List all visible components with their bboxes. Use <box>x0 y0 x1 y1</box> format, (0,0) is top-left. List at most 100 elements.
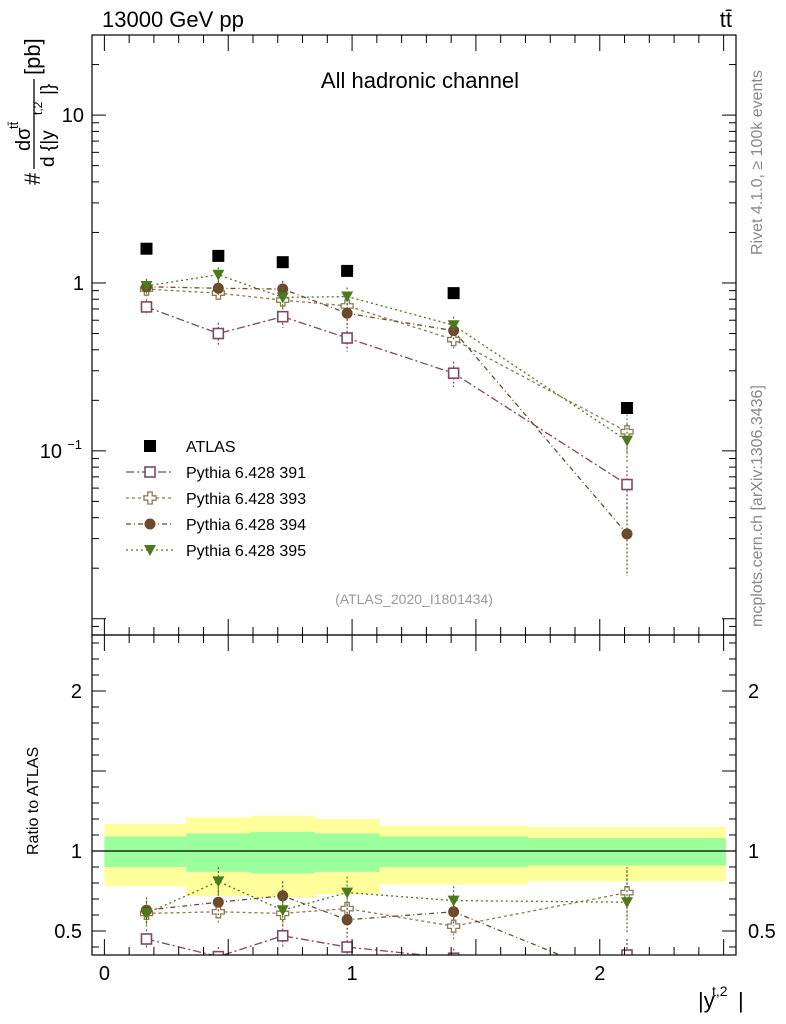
legend: ATLAS Pythia 6.428 391 Pythia 6.428 393 Pyt… <box>126 439 306 560</box>
ratio-line-2 <box>146 895 562 955</box>
ratio-0-point-0 <box>140 933 153 945</box>
ratio-3-point-0 <box>140 908 153 920</box>
main-ytick-label-2: 10 <box>40 441 62 463</box>
ratio-ytick-label-right-1: 1 <box>748 841 759 863</box>
series-4-point-5 <box>621 435 634 447</box>
ratio-0-point-3 <box>341 941 353 953</box>
ylabel-prefix: # <box>20 172 45 185</box>
channel-label: All hadronic channel <box>321 68 519 93</box>
ratio-3-point-1 <box>212 876 225 888</box>
series-0-point-4 <box>447 287 460 300</box>
xlabel-main: |y <box>698 988 715 1013</box>
ratio-2-point-1 <box>212 896 224 908</box>
xtick-label-0: 0 <box>99 963 110 985</box>
ratio-panel-data <box>92 850 736 988</box>
series-line-1 <box>146 306 628 486</box>
series-4-point-4 <box>447 320 460 332</box>
series-0-point-2 <box>276 256 289 269</box>
ratio-1-point-1 <box>211 905 225 919</box>
main-ytick-label-sup-2: −1 <box>67 437 82 452</box>
energy-label: 13000 GeV pp <box>102 7 244 32</box>
ratio-0-point-4 <box>447 952 460 955</box>
legend-label-4: Pythia 6.428 395 <box>186 543 306 560</box>
axes: 10 1 10 −1 0.5 0.5 1 1 2 2 0 1 2 <box>40 34 776 985</box>
mcplots-label: mcplots.cern.ch [arXiv:1306.3436] <box>749 385 766 627</box>
process-label: tt̄ <box>720 7 732 32</box>
series-4-point-3 <box>341 291 354 303</box>
series-4-point-1 <box>212 269 225 281</box>
analysis-label: (ATLAS_2020_I1801434) <box>335 591 493 607</box>
ratio-0-point-1 <box>212 950 225 955</box>
series-0-point-3 <box>341 264 354 277</box>
series-1-point-5 <box>621 478 633 491</box>
main-panel-data <box>139 242 634 576</box>
ratio-ytick-label-right-0: 0.5 <box>748 921 776 943</box>
ratio-2-point-3 <box>341 914 353 926</box>
ylabel-denominator: d {|y <box>38 130 59 167</box>
ratio-3-point-4 <box>447 895 460 907</box>
ratio-band-inner-0 <box>104 836 187 867</box>
legend-marker-1 <box>144 466 156 478</box>
ratio-ytick-label-left-2: 2 <box>71 681 82 703</box>
ylabel-denominator-sup: t,2 <box>31 101 45 115</box>
legend-marker-3 <box>144 518 156 530</box>
ratio-line-3 <box>146 880 628 914</box>
legend-marker-0 <box>144 440 156 452</box>
ratio-3-point-5 <box>621 897 634 909</box>
ratio-band-inner-3 <box>314 833 380 872</box>
series-0-point-5 <box>621 401 634 414</box>
ratio-band-inner-5 <box>527 838 727 866</box>
series-0-point-1 <box>212 249 225 262</box>
series-1-point-3 <box>341 332 353 344</box>
series-line-4 <box>146 274 628 442</box>
ratio-3-point-3 <box>341 887 354 899</box>
main-y-axis-label: # dσ tt̄ d {|y t,2 |} [pb] <box>6 38 59 185</box>
main-ytick-label-1: 1 <box>73 273 84 295</box>
ratio-3-point-2 <box>276 905 289 917</box>
series-1-point-2 <box>276 310 289 323</box>
xlabel-sup: t,2 <box>712 983 728 999</box>
ratio-band-inner-4 <box>379 836 528 867</box>
ratio-y-axis-label: Ratio to ATLAS <box>25 747 42 855</box>
ratio-0-point-5 <box>621 949 633 955</box>
series-4-point-2 <box>276 292 289 304</box>
ratio-band-inner-1 <box>186 833 251 872</box>
ratio-ytick-label-right-2: 2 <box>748 681 759 703</box>
ratio-0-point-2 <box>276 929 289 942</box>
ratio-1-point-5 <box>620 885 634 900</box>
ratio-uncertainty-bands <box>104 815 727 898</box>
series-1-point-0 <box>140 301 153 313</box>
ratio-ytick-label-left-0: 0.5 <box>54 921 82 943</box>
series-0-point-0 <box>140 242 153 255</box>
ratio-band-inner-2 <box>250 831 315 874</box>
series-line-2 <box>146 288 628 433</box>
ylabel-numerator-sup: tt̄ <box>6 121 21 129</box>
ylabel-denominator-end: |} <box>38 84 59 95</box>
series-3-point-1 <box>212 282 224 294</box>
legend-marker-2 <box>143 491 157 505</box>
series-3-point-3 <box>341 307 353 319</box>
series-1-point-4 <box>447 367 460 380</box>
series-line-3 <box>146 286 628 535</box>
x-axis-label: |y t,2 | <box>698 983 744 1013</box>
series-3-point-5 <box>621 528 633 540</box>
xlabel-end: | <box>738 988 744 1013</box>
legend-marker-4 <box>144 545 156 556</box>
ylabel-numerator: dσ <box>13 127 35 151</box>
ratio-ytick-label-left-1: 1 <box>71 841 82 863</box>
legend-label-3: Pythia 6.428 394 <box>186 517 306 534</box>
xtick-label-1: 1 <box>347 963 358 985</box>
series-4-point-0 <box>140 280 153 292</box>
series-1-point-1 <box>212 327 225 340</box>
series-2-point-4 <box>446 332 461 347</box>
main-ytick-label-0: 10 <box>62 105 84 127</box>
ratio-frame <box>91 634 737 956</box>
rivet-label: Rivet 4.1.0, ≥ 100k events <box>749 70 766 255</box>
legend-label-0: ATLAS <box>186 439 236 456</box>
ratio-line-1 <box>146 891 628 927</box>
legend-label-2: Pythia 6.428 393 <box>186 491 306 508</box>
ylabel-unit: [pb] <box>20 38 45 75</box>
ratio-2-point-5 <box>622 977 633 988</box>
xtick-label-2: 2 <box>594 963 605 985</box>
